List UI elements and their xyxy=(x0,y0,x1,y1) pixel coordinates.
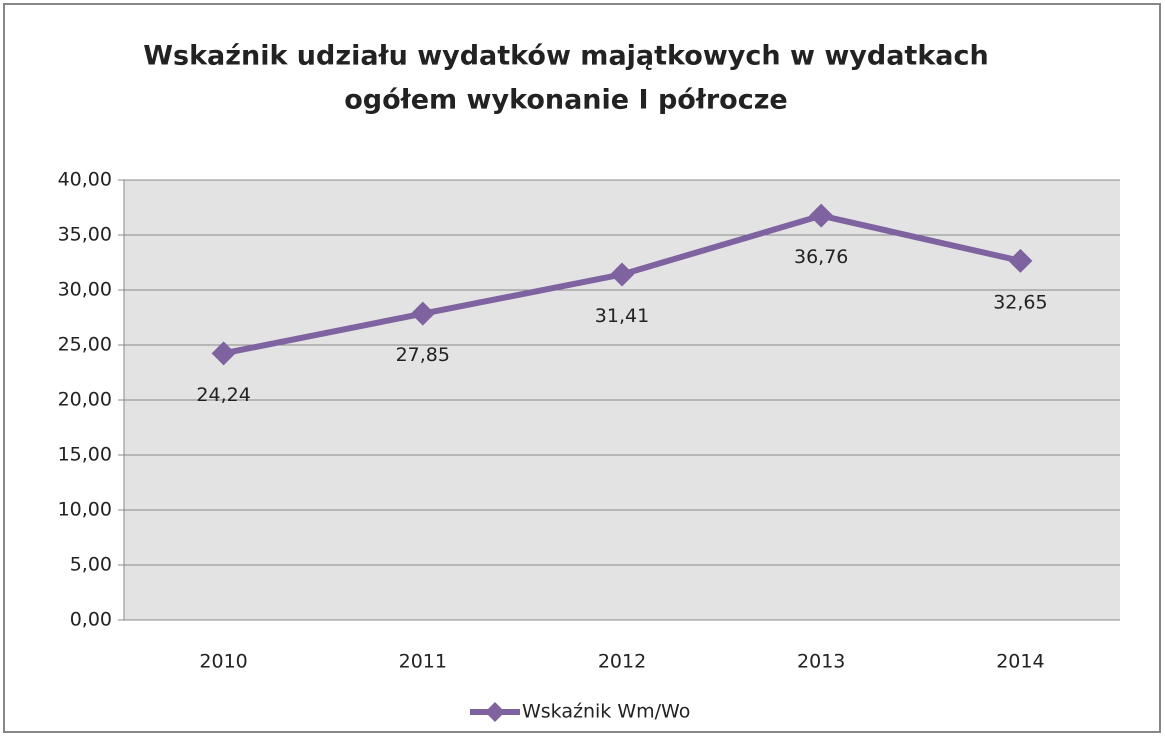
y-tick-label: 5,00 xyxy=(70,554,112,576)
marker xyxy=(1008,248,1033,273)
y-tick-label: 20,00 xyxy=(58,389,112,411)
legend-label: Wskaźnik Wm/Wo xyxy=(522,701,690,723)
data-label: 31,41 xyxy=(595,305,649,327)
chart-title: Wskaźnik udziału wydatków majątkowych w … xyxy=(143,41,989,72)
marker xyxy=(809,203,834,228)
marker xyxy=(610,262,634,287)
x-tick-label: 2013 xyxy=(797,651,845,673)
y-tick-label: 0,00 xyxy=(70,609,112,631)
y-tick-label: 40,00 xyxy=(58,169,112,191)
y-tick-label: 35,00 xyxy=(58,224,112,246)
y-tick-label: 10,00 xyxy=(58,499,112,521)
chart-title: ogółem wykonanie I półrocze xyxy=(344,85,787,116)
marker xyxy=(211,341,236,366)
x-tick-label: 2012 xyxy=(598,651,646,673)
x-tick-label: 2010 xyxy=(199,651,247,673)
y-tick-label: 15,00 xyxy=(58,444,112,466)
y-tick-label: 25,00 xyxy=(58,334,112,356)
data-label: 32,65 xyxy=(993,291,1047,313)
x-tick-label: 2011 xyxy=(399,651,447,673)
marker xyxy=(410,301,435,326)
x-tick-label: 2014 xyxy=(996,651,1044,673)
y-tick-label: 30,00 xyxy=(58,279,112,301)
legend-marker xyxy=(485,702,505,722)
data-label: 36,76 xyxy=(794,246,848,268)
data-label: 24,24 xyxy=(196,384,250,406)
data-label: 27,85 xyxy=(396,344,450,366)
